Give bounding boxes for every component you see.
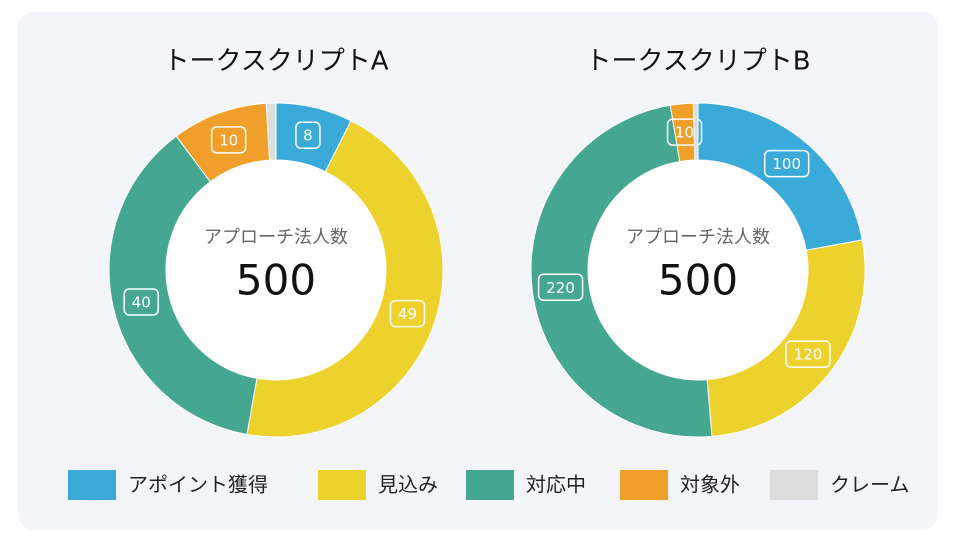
value-label: 220 [546,279,575,297]
value-label: 8 [303,127,313,145]
value-label-box [763,149,810,178]
value-label-box [389,299,426,328]
value-label: 120 [794,346,823,364]
legend-swatch [466,470,514,500]
value-label: 10 [675,124,694,142]
legend-label: アポイント獲得 [128,473,268,497]
value-label-box [210,126,247,154]
center-label: アプローチ法人数 [626,227,770,248]
chart-title: トークスクリプトB [585,47,810,77]
chart-title: トークスクリプトA [163,47,388,77]
value-label: 40 [132,293,151,311]
value-label-box [785,340,831,368]
donut-hole [166,160,386,380]
legend-swatch [770,470,818,500]
value-label: 10 [219,131,238,149]
value-label-box [295,121,321,149]
legend-label: クレーム [830,473,909,497]
center-label: アプローチ法人数 [204,227,348,248]
legend-swatch [620,470,668,500]
value-label: 100 [772,155,801,173]
value-label-box [537,273,584,302]
value-label-box [123,288,159,316]
value-label-box [666,118,703,146]
center-value: 500 [658,256,738,305]
value-label: 49 [398,305,417,323]
donut-hole [588,160,808,380]
legend-swatch [68,470,116,500]
legend-label: 見込み [378,473,438,497]
legend-label: 対象外 [680,473,740,497]
legend-swatch [318,470,366,500]
legend-label: 対応中 [526,473,586,497]
center-value: 500 [236,256,316,305]
